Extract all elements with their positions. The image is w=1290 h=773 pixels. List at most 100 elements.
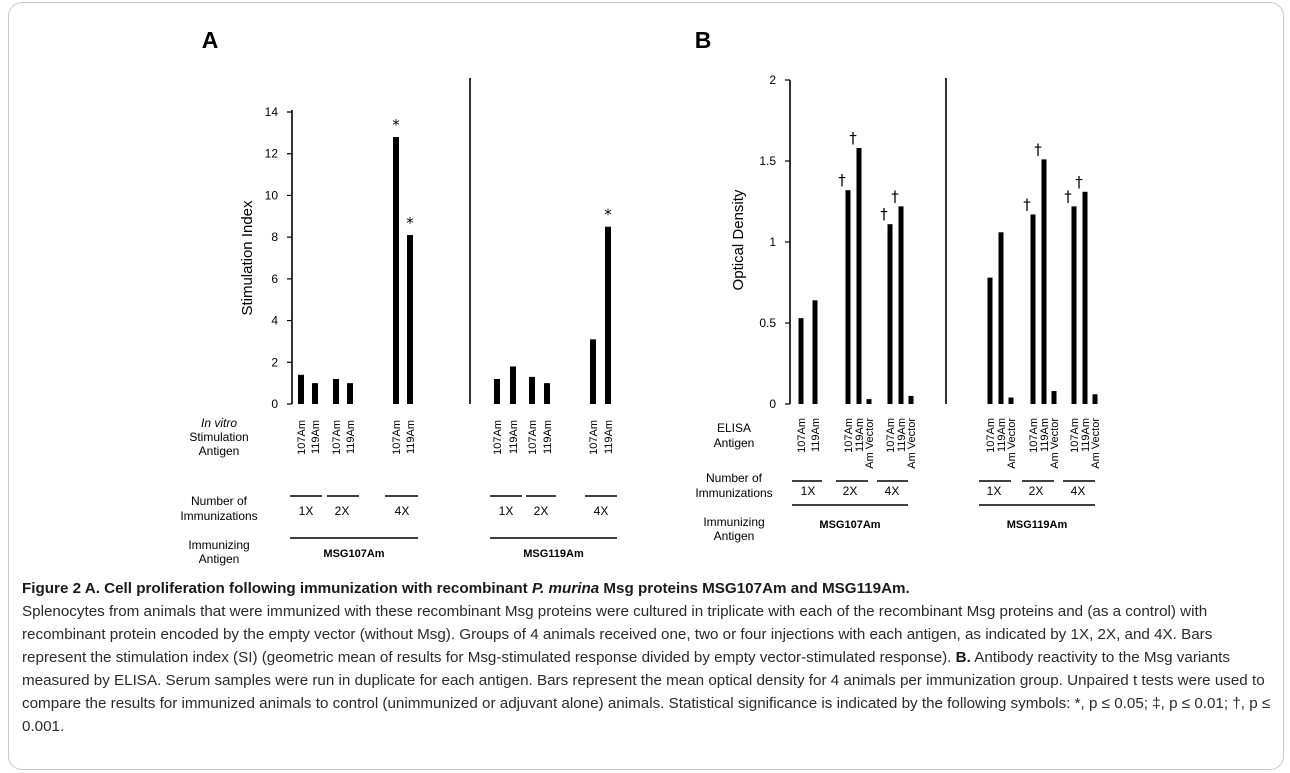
panel-b-bar-label: 119Am	[1039, 418, 1051, 452]
panel-a-row-label-antigen: Antigen	[199, 444, 240, 458]
panel-a-bar	[510, 366, 516, 404]
panel-b-bar-label: 119Am	[896, 418, 908, 452]
panel-b-row-label-immunizations: Immunizations	[695, 486, 772, 500]
panel-a-bar	[529, 376, 535, 404]
panel-a-bar	[312, 383, 318, 404]
panel-b-bar	[798, 318, 804, 404]
panel-b-bar	[845, 190, 851, 404]
panel-b-y-tick-label: 1.5	[759, 154, 776, 168]
panel-b-significance-marker: †	[849, 129, 857, 147]
panel-b-bar-label: Am Vector	[1006, 418, 1018, 469]
panel-b-bar-label: Am Vector	[1090, 418, 1102, 469]
panel-a-immunization-count: 1X	[299, 504, 314, 518]
panel-a-bar-label: 119Am	[345, 420, 357, 454]
panel-a-y-tick-label: 2	[271, 355, 278, 369]
panel-a-row-label-immunizing-antigen: Antigen	[199, 552, 240, 566]
panel-b-immunization-count: 4X	[885, 484, 900, 498]
panel-a-bar-label: 107Am	[391, 420, 403, 455]
panel-b-row-label-number: Number of	[706, 471, 763, 485]
panel-b-significance-marker: †	[880, 205, 888, 223]
panel-b-immunization-count: 2X	[1029, 484, 1044, 498]
panel-a-immunizing-antigen-label: MSG107Am	[323, 548, 384, 560]
panel-b-bar-label: Am Vector	[1049, 418, 1061, 469]
panel-a-immunization-count: 2X	[534, 504, 549, 518]
panel-a-row-label-immunizing: Immunizing	[188, 538, 249, 552]
panel-a-bar	[347, 383, 353, 404]
panel-b-y-tick-label: 0	[769, 397, 776, 411]
panel-a-bar	[333, 378, 339, 404]
panel-b-bar	[1092, 394, 1098, 404]
panel-b-bar-label: 119Am	[854, 418, 866, 452]
panel-b-significance-marker: †	[1075, 173, 1083, 191]
panel-b-bar	[866, 399, 872, 404]
panel-a-bar	[393, 137, 399, 404]
panel-a-bar-label: 107Am	[527, 420, 539, 455]
panel-a-bar	[407, 235, 413, 404]
panel-a-immunization-count: 4X	[594, 504, 609, 518]
panel-a-bar-label: 119Am	[603, 420, 615, 454]
panel-a-bar-label: 107Am	[492, 420, 504, 455]
panel-a-bar-label: 119Am	[542, 420, 554, 454]
panel-a-bar	[298, 374, 304, 404]
panel-a-y-tick-label: 14	[265, 105, 279, 119]
panel-b-bar	[987, 277, 993, 404]
panel-a-y-tick-label: 4	[271, 314, 278, 328]
panel-b-bar	[898, 206, 904, 404]
panel-a-immunization-count: 2X	[335, 504, 350, 518]
panel-a-y-tick-label: 6	[271, 272, 278, 286]
panel-b-bar	[887, 224, 893, 404]
panel-a-bar	[605, 226, 611, 404]
panel-b-y-axis-title: Optical Density	[730, 189, 747, 290]
figure-caption: Figure 2 A. Cell proliferation following…	[22, 577, 1272, 738]
panel-b-label: B	[695, 27, 712, 53]
panel-a-immunizing-antigen-label: MSG119Am	[523, 548, 584, 560]
caption-panel-a-text: Splenocytes from animals that were immun…	[22, 603, 1213, 666]
panel-b-significance-marker: †	[1064, 187, 1072, 205]
panel-b-row-label-immunizing-antigen: Antigen	[714, 529, 755, 543]
panel-b-y-tick-label: 1	[769, 235, 776, 249]
panel-b-bar	[1051, 391, 1057, 404]
panel-a-immunization-count: 1X	[499, 504, 514, 518]
panel-a-y-tick-label: 8	[271, 230, 278, 244]
panel-b-bar	[812, 300, 818, 404]
panel-a-bar-label: 107Am	[588, 420, 600, 455]
panel-b-significance-marker: †	[1023, 195, 1031, 213]
panel-a-bar-label: 107Am	[296, 420, 308, 455]
panel-a-significance-marker: *	[392, 116, 400, 134]
panel-b-bar-label: 107Am	[1069, 418, 1081, 453]
panel-a-y-tick-label: 10	[265, 188, 279, 202]
panel-b-y-tick-label: 2	[769, 73, 776, 87]
caption-panel-b-text: Antibody reactivity to the Msg variants …	[22, 649, 1271, 735]
panel-b-bar	[1071, 206, 1077, 404]
panel-b-row-label-elisa: ELISA	[717, 421, 751, 435]
panel-b-bar-label: 119Am	[810, 418, 822, 452]
panel-b-bar	[908, 395, 914, 404]
panel-a-bar-label: 107Am	[331, 420, 343, 455]
panel-a-immunization-count: 4X	[395, 504, 410, 518]
panel-b-bar-label: Am Vector	[906, 418, 918, 469]
panel-b-bar	[998, 232, 1004, 404]
panel-b-bar	[1041, 159, 1047, 404]
panel-a-row-label-stimulation: Stimulation	[189, 430, 248, 444]
panel-b-significance-marker: †	[838, 171, 846, 189]
panel-b-bar-label: 107Am	[985, 418, 997, 453]
panel-b-bar	[1030, 214, 1036, 404]
caption-panel-b-label: B.	[955, 649, 971, 666]
panel-a-significance-marker: *	[604, 206, 612, 224]
panel-b-significance-marker: †	[1034, 140, 1042, 158]
panel-a-row-label-in-vitro: In vitro	[201, 416, 237, 430]
panel-a-significance-marker: *	[406, 214, 414, 232]
panel-b-immunization-count: 4X	[1071, 484, 1086, 498]
panel-a-bar-label: 119Am	[405, 420, 417, 454]
panel-a-row-label-number: Number of	[191, 494, 248, 508]
panel-b-significance-marker: †	[891, 187, 899, 205]
caption-title: Figure 2 A. Cell proliferation following…	[22, 580, 910, 597]
panel-b-bar	[1008, 397, 1014, 404]
panel-a-bar-label: 119Am	[508, 420, 520, 454]
panel-b-bar-label: 107Am	[885, 418, 897, 453]
panel-a-y-tick-label: 0	[271, 397, 278, 411]
panel-b-immunization-count: 1X	[987, 484, 1002, 498]
panel-b-row-label-immunizing: Immunizing	[703, 515, 764, 529]
panel-a-y-axis-title: Stimulation Index	[239, 200, 256, 316]
panel-a-label: A	[202, 27, 219, 53]
